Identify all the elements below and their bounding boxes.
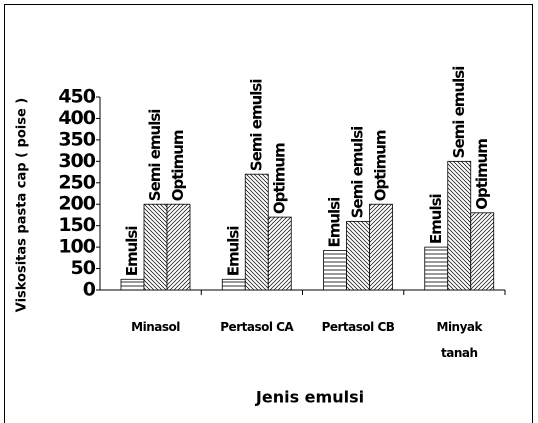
y-tick-label: 300 xyxy=(58,150,95,172)
bar xyxy=(143,203,168,291)
data-label: Optimum xyxy=(473,139,491,210)
bar xyxy=(244,173,269,291)
x-tick-label: Pertasol CA xyxy=(220,320,294,334)
data-label: Emulsi xyxy=(123,226,141,276)
bar xyxy=(346,220,370,291)
y-tick-label: 100 xyxy=(58,236,95,258)
data-label: Emulsi xyxy=(427,194,445,244)
data-label: Emulsi xyxy=(326,198,344,248)
bar xyxy=(369,203,393,291)
bar xyxy=(120,278,145,291)
bar xyxy=(424,246,449,291)
y-tick-label: 350 xyxy=(58,128,95,150)
y-tick-label: 0 xyxy=(83,279,96,301)
bar xyxy=(470,212,495,291)
y-tick-label: 200 xyxy=(58,193,95,215)
y-tick-label: 400 xyxy=(58,107,95,129)
y-tick-label: 50 xyxy=(71,257,96,279)
x-tick-label: Minyak tanah xyxy=(436,320,483,360)
bar xyxy=(323,250,347,291)
data-label: Optimum xyxy=(169,130,187,201)
data-label: Semi emulsi xyxy=(146,110,164,202)
bar xyxy=(221,278,246,291)
x-tick-label: Pertasol CB xyxy=(321,320,395,334)
data-label: Optimum xyxy=(372,130,390,201)
chart-frame xyxy=(4,4,533,423)
data-label: Semi emulsi xyxy=(450,67,468,159)
x-tick-label: Minasol xyxy=(131,320,180,334)
bar xyxy=(267,216,292,291)
data-label: Semi emulsi xyxy=(247,80,265,172)
bar xyxy=(166,203,191,291)
y-axis-title: Viskositas pasta cap ( poise ) xyxy=(15,98,30,313)
data-label: Optimum xyxy=(270,143,288,214)
data-label: Emulsi xyxy=(224,226,242,276)
x-axis-title: Jenis emulsi xyxy=(255,388,364,407)
data-label: Semi emulsi xyxy=(349,127,367,219)
bar xyxy=(447,160,472,291)
y-tick-label: 450 xyxy=(58,86,95,108)
y-tick-label: 150 xyxy=(58,214,95,236)
y-tick-label: 250 xyxy=(58,171,95,193)
